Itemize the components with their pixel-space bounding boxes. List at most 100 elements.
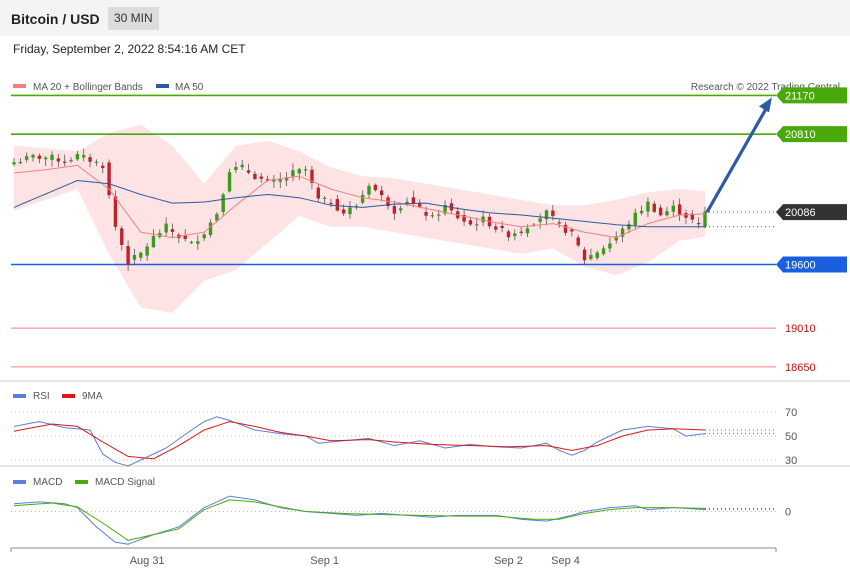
candle bbox=[284, 172, 289, 187]
level-label-18650: 18650 bbox=[785, 362, 816, 374]
legend-label-macd: MACD bbox=[33, 477, 62, 488]
legend-label-rsi: RSI bbox=[33, 391, 50, 402]
candle bbox=[430, 212, 435, 219]
candle bbox=[468, 216, 473, 227]
candle bbox=[379, 186, 384, 202]
candle bbox=[373, 183, 378, 192]
candle bbox=[43, 156, 48, 166]
candle bbox=[690, 210, 695, 223]
candle bbox=[633, 208, 637, 229]
candle bbox=[170, 223, 175, 239]
level-label-20810: 20810 bbox=[785, 129, 816, 141]
ma50-line bbox=[13, 179, 705, 228]
interval-button[interactable]: 30 MIN bbox=[108, 7, 159, 30]
candle bbox=[310, 165, 314, 190]
level-label-21170: 21170 bbox=[785, 90, 815, 102]
candle bbox=[253, 171, 257, 181]
candle bbox=[494, 223, 498, 233]
candle bbox=[24, 152, 29, 163]
candle bbox=[437, 209, 441, 222]
candle bbox=[316, 184, 320, 203]
legend-swatch-9ma bbox=[62, 394, 75, 398]
rsi-panel: 70 50 30 bbox=[11, 407, 797, 467]
candle bbox=[145, 243, 149, 261]
candle bbox=[151, 229, 156, 249]
instrument-title: Bitcoin / USD bbox=[11, 11, 100, 27]
macd-line-0 bbox=[13, 495, 706, 545]
candle bbox=[259, 173, 263, 184]
candle bbox=[335, 194, 340, 212]
candle bbox=[278, 172, 282, 189]
rsi-line-1 bbox=[13, 421, 706, 460]
legend-macd: MACD MACD Signal bbox=[13, 477, 155, 488]
candle bbox=[449, 198, 454, 214]
x-axis-label: Sep 2 bbox=[494, 555, 523, 567]
candle bbox=[658, 204, 663, 217]
forecast-arrow bbox=[705, 97, 772, 213]
level-label-19600: 19600 bbox=[785, 260, 816, 272]
candle bbox=[684, 209, 688, 225]
candle bbox=[557, 219, 561, 228]
candle bbox=[462, 209, 466, 226]
macd-line-1 bbox=[13, 499, 706, 541]
candle bbox=[139, 251, 143, 261]
ma20-line bbox=[13, 164, 706, 239]
legend-main: MA 20 + Bollinger Bands MA 50 bbox=[13, 82, 204, 93]
candle bbox=[627, 220, 631, 234]
research-credit: Research © 2022 Trading Central bbox=[691, 82, 840, 93]
candle bbox=[101, 162, 105, 174]
candle bbox=[50, 151, 54, 167]
candle bbox=[56, 154, 61, 167]
x-axis-label: Aug 31 bbox=[130, 555, 165, 567]
candle bbox=[18, 157, 23, 165]
forecast-arrow-shaft bbox=[705, 104, 770, 213]
level-label-19010: 19010 bbox=[785, 323, 816, 335]
candle bbox=[297, 167, 301, 181]
candle bbox=[196, 235, 200, 250]
candle bbox=[88, 153, 92, 168]
candle bbox=[506, 229, 511, 242]
level-badge-21170 bbox=[776, 87, 847, 104]
x-axis-labels: Aug 31 Sep 1 Sep 2 Sep 4 bbox=[130, 555, 580, 567]
candle bbox=[82, 148, 86, 162]
level-badge-20086 bbox=[776, 204, 847, 221]
candle bbox=[120, 225, 124, 251]
legend-label-ma50: MA 50 bbox=[175, 82, 204, 93]
candle bbox=[132, 248, 137, 266]
candle bbox=[665, 206, 669, 217]
candle bbox=[677, 198, 682, 222]
legend-label-ma20: MA 20 + Bollinger Bands bbox=[33, 82, 143, 93]
candle bbox=[620, 225, 625, 243]
candle bbox=[367, 183, 371, 199]
candle bbox=[386, 194, 390, 210]
candle bbox=[221, 192, 225, 216]
legend-swatch-ma20 bbox=[13, 84, 26, 88]
rsi-tick-label: 30 bbox=[785, 455, 797, 467]
candle bbox=[500, 221, 504, 233]
candle bbox=[513, 229, 517, 241]
candle bbox=[475, 217, 479, 231]
candle bbox=[411, 190, 416, 208]
level-badge-20810 bbox=[776, 126, 847, 143]
candle bbox=[31, 153, 35, 162]
macd-panel: 0 bbox=[11, 495, 791, 545]
candle bbox=[303, 165, 308, 176]
candle bbox=[189, 240, 194, 244]
candle bbox=[126, 240, 130, 271]
candle bbox=[234, 161, 238, 174]
candle bbox=[582, 247, 587, 265]
macd-tick-label: 0 bbox=[785, 507, 791, 519]
candle bbox=[563, 221, 568, 236]
legend-swatch-ma50 bbox=[156, 84, 169, 88]
chart-header: Bitcoin / USD 30 MIN bbox=[0, 0, 850, 36]
candle bbox=[227, 168, 232, 193]
rsi-line-0 bbox=[13, 416, 706, 467]
candle bbox=[348, 201, 352, 219]
candle bbox=[246, 163, 251, 175]
legend-swatch-rsi bbox=[13, 394, 26, 398]
candle bbox=[12, 157, 16, 167]
candle bbox=[481, 210, 485, 226]
candle bbox=[322, 195, 327, 204]
candle bbox=[608, 237, 612, 253]
candle bbox=[272, 174, 276, 189]
